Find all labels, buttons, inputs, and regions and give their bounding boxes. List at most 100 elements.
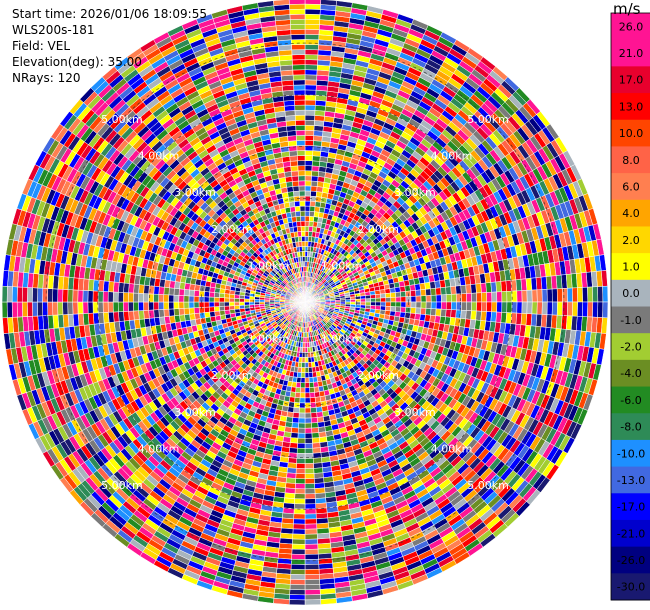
radar-gate <box>415 295 422 303</box>
radar-gate <box>430 288 437 296</box>
radar-gate <box>308 216 315 222</box>
radar-gate <box>350 299 356 303</box>
radar-gate <box>304 599 322 606</box>
radar-gate <box>491 301 498 313</box>
radar-gate <box>313 462 323 469</box>
radar-gate <box>425 308 432 316</box>
radar-gate <box>541 301 548 315</box>
radar-gate <box>287 462 297 469</box>
radar-gate <box>312 376 318 383</box>
radar-gate <box>304 543 319 550</box>
radar-gate <box>304 29 320 35</box>
radar-gate <box>592 301 599 318</box>
radar-gate <box>304 463 314 469</box>
radar-gate <box>546 288 553 303</box>
radar-gate <box>410 301 417 309</box>
radar-gate <box>304 432 313 439</box>
radar-gate <box>304 569 320 575</box>
radar-gate <box>304 0 322 5</box>
radar-gate <box>304 483 316 490</box>
radar-gate <box>304 533 318 540</box>
radar-gate <box>297 432 306 439</box>
radar-gate <box>582 301 589 318</box>
radar-gate <box>290 558 306 565</box>
radar-gate <box>410 295 417 303</box>
radar-gate <box>304 342 308 348</box>
radar-gate <box>304 39 320 46</box>
radar-gate <box>304 225 310 232</box>
radar-gate <box>304 241 309 247</box>
radar-gate <box>287 457 298 464</box>
radar-gate <box>304 538 318 545</box>
radar-gate <box>360 301 366 306</box>
radar-gate <box>526 289 533 303</box>
radar-gate <box>455 309 462 319</box>
radar-gate <box>385 305 391 312</box>
radar-gate <box>425 288 432 296</box>
radar-gate <box>291 548 306 555</box>
radar-gate <box>292 538 306 545</box>
radar-gate <box>572 287 578 303</box>
radar-gate <box>311 427 319 434</box>
radar-gate <box>516 301 523 314</box>
radar-gate <box>292 528 306 535</box>
radar-gate <box>298 417 306 424</box>
radar-gate <box>551 301 558 316</box>
radar-gate <box>556 301 563 316</box>
radar-gate <box>335 299 341 303</box>
radar-gate <box>304 437 313 444</box>
radar-gate <box>385 292 391 299</box>
radar-gate <box>435 287 442 296</box>
radar-gate <box>292 523 306 530</box>
radar-gate <box>370 298 376 303</box>
radar-gate <box>340 299 346 303</box>
radar-gate <box>311 437 321 444</box>
radar-gate <box>304 377 310 384</box>
radar-gate <box>501 291 508 303</box>
radar-gate <box>385 301 392 307</box>
radar-gate <box>312 145 322 152</box>
radar-gate <box>304 236 309 242</box>
radar-gate <box>297 442 306 449</box>
radar-gate <box>440 301 447 310</box>
radar-gate <box>304 3 321 10</box>
radar-gate <box>312 155 321 162</box>
radar-gate <box>455 285 462 295</box>
radar-gate <box>481 292 488 303</box>
radar-gate <box>430 294 437 303</box>
radar-gate <box>577 301 584 317</box>
radar-gate <box>289 589 306 596</box>
radar-gate <box>301 357 306 363</box>
radar-gate <box>501 301 508 313</box>
radar-gate <box>304 427 313 434</box>
radar-gate <box>359 295 366 300</box>
radar-gate <box>445 286 452 295</box>
radar-gate <box>304 150 314 157</box>
radar-gate <box>304 180 312 187</box>
radar-gate <box>526 301 533 315</box>
radar-gate <box>304 417 312 424</box>
radar-gate <box>380 301 387 307</box>
radar-gate <box>295 473 306 480</box>
radar-gate <box>486 301 493 313</box>
radar-gate <box>295 382 302 388</box>
radar-gate <box>304 64 318 71</box>
radar-gate <box>531 301 538 315</box>
radar-gate <box>313 467 324 474</box>
radar-gate <box>304 478 315 485</box>
radar-gate <box>566 301 573 317</box>
radar-gate <box>304 468 315 474</box>
radar-gate <box>304 412 312 419</box>
radar-gate <box>304 563 320 570</box>
radar-gate <box>304 493 316 500</box>
radar-gate <box>309 210 315 217</box>
radar-gate <box>440 286 447 296</box>
radar-gate <box>304 458 314 464</box>
radar-gate <box>304 210 311 217</box>
radar-gate <box>425 301 432 309</box>
radar-gate <box>308 377 314 383</box>
radar-gate <box>435 301 442 310</box>
radar-gate <box>288 447 298 454</box>
radar-gate <box>295 468 306 474</box>
radar-gate <box>273 598 290 605</box>
